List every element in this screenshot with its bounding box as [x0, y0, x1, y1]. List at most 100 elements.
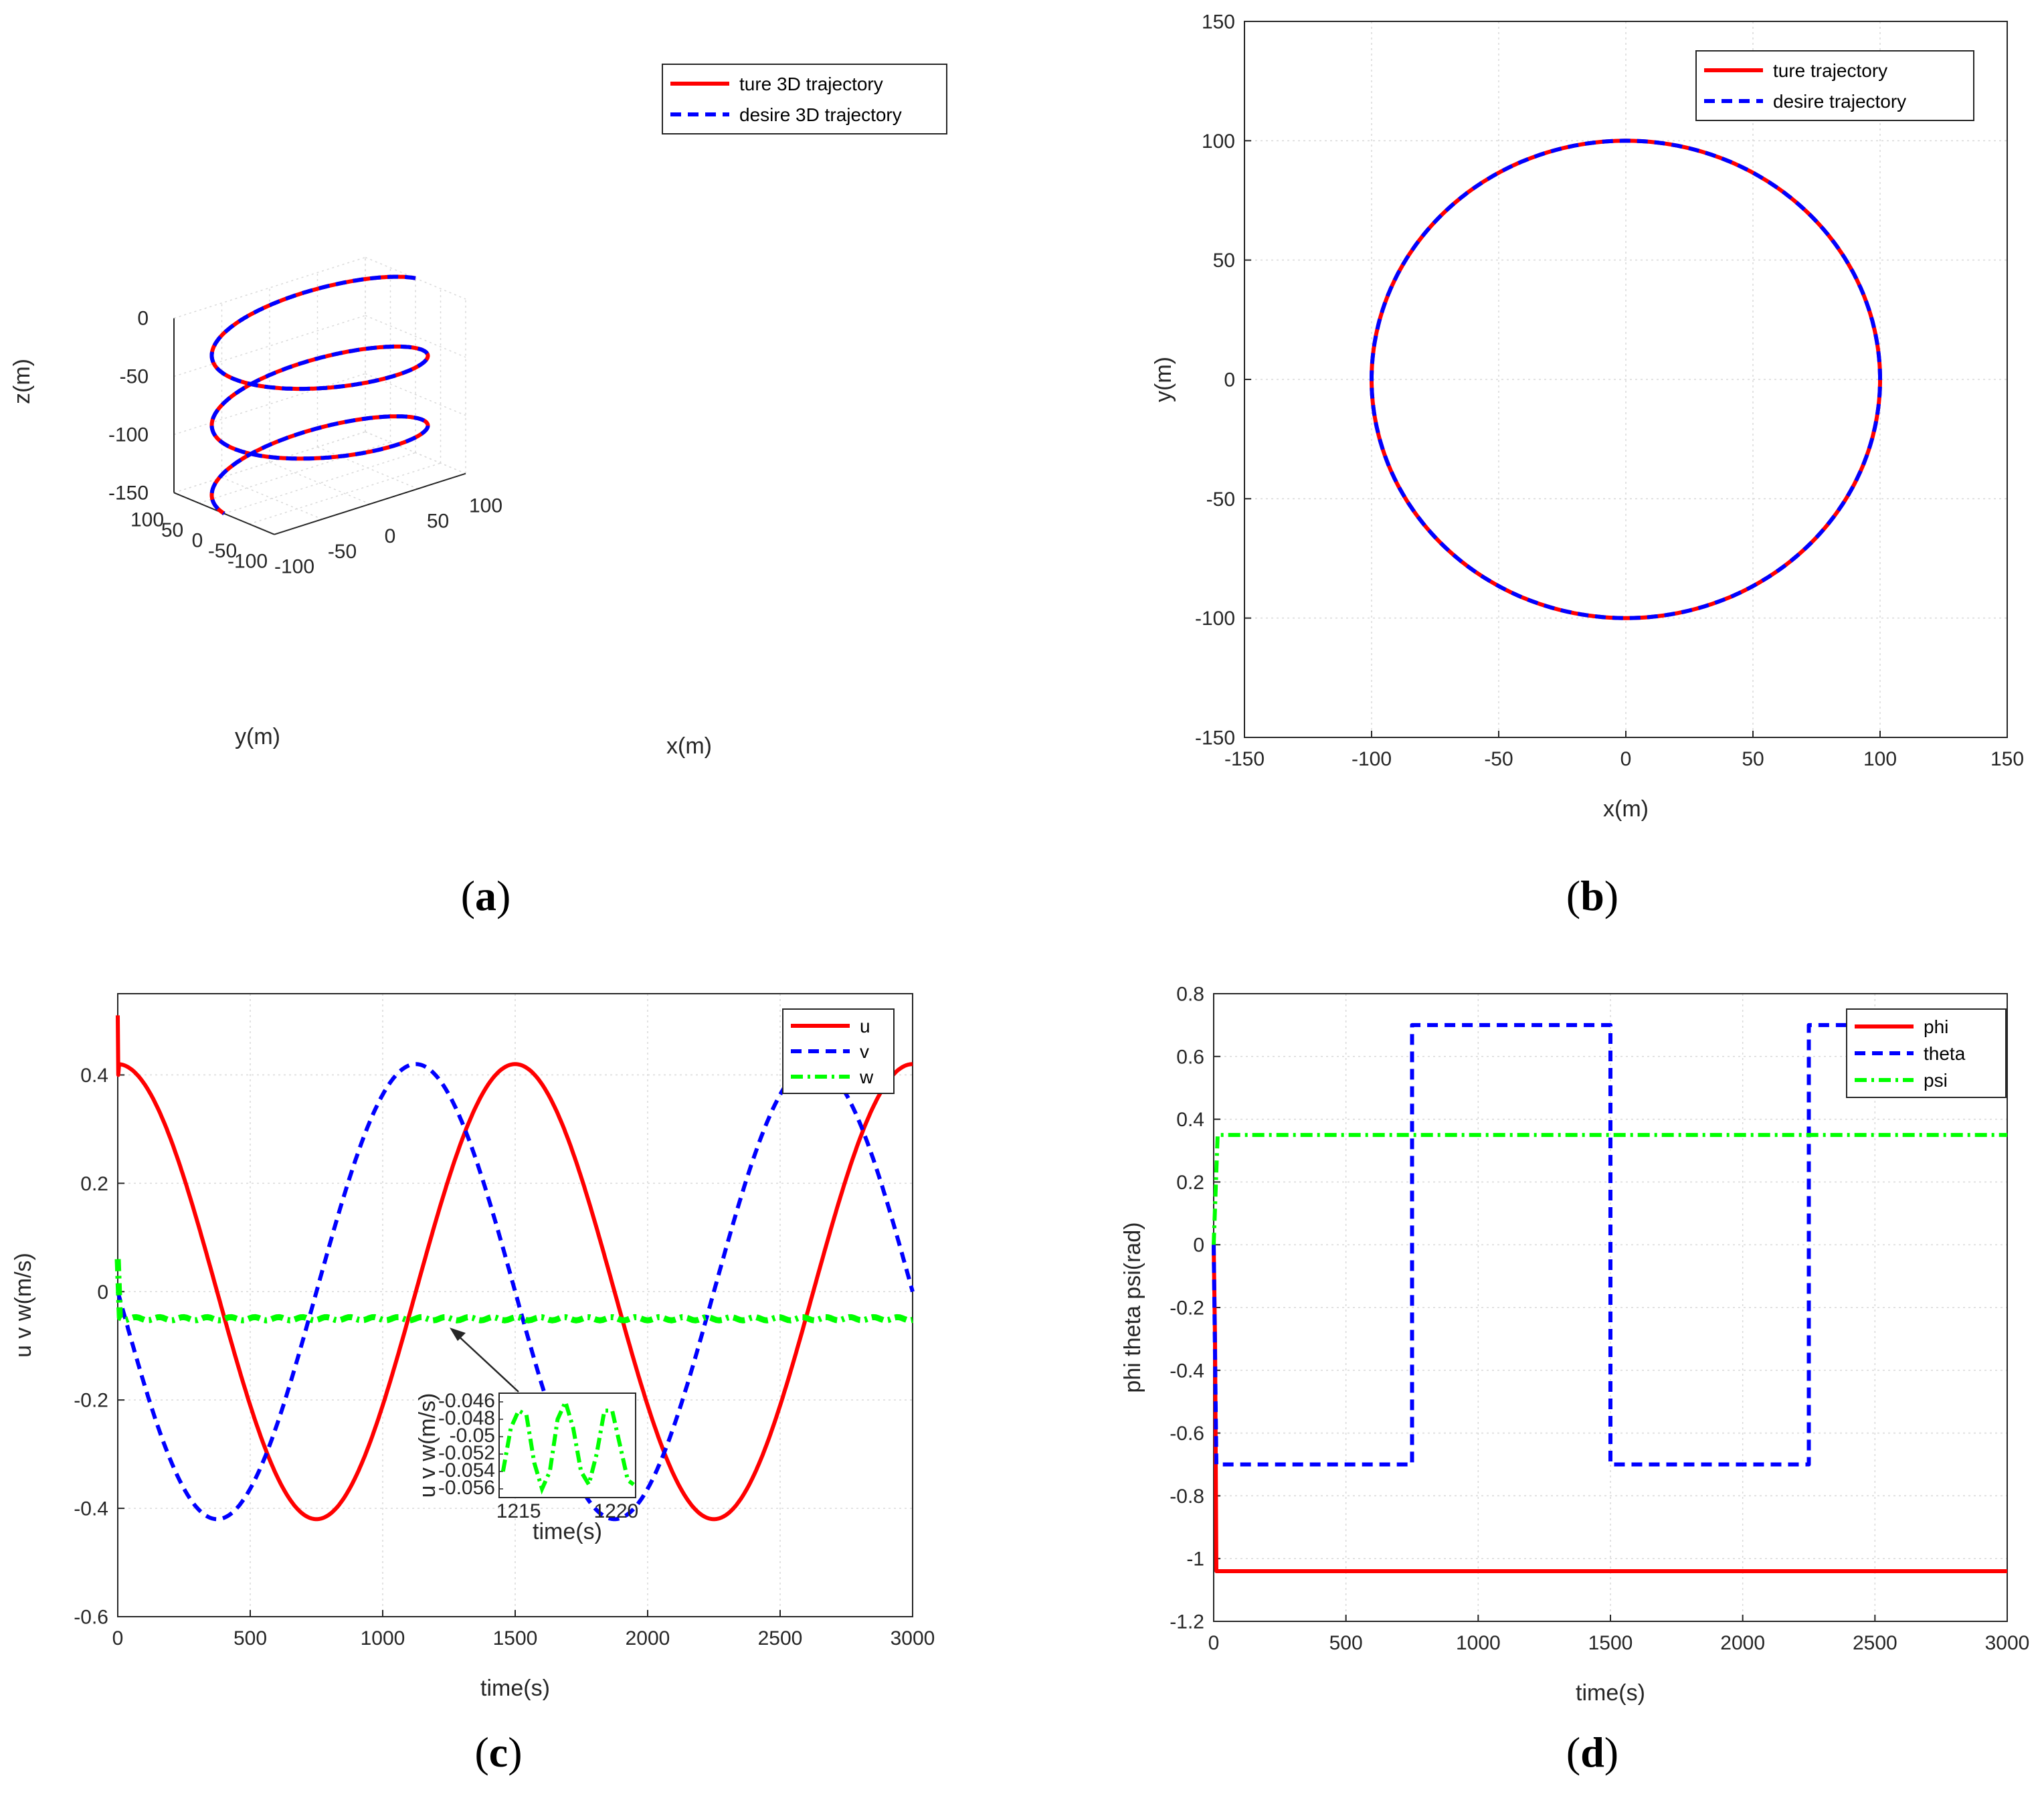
y-axis-label: u v w(m/s): [11, 1253, 36, 1358]
panel-a-3d-trajectory: -100-50050100-100-50050100-150-100-500x(…: [9, 64, 947, 759]
y-tick-label: 50: [1213, 250, 1235, 272]
z-gridline-back: [173, 315, 366, 377]
x-tick-label: 3000: [1985, 1632, 2030, 1654]
x-tick-label: 50: [427, 510, 449, 532]
y-tick-label: -1: [1186, 1548, 1204, 1571]
y-tick-label: 0: [1193, 1235, 1204, 1257]
y-tick-label: -0.2: [74, 1390, 108, 1412]
x-tick-label: 100: [1863, 748, 1897, 770]
panel-d-attitude: 0 500 1000 1500 2000 2500 3000 -1.2 -1 -0.8 -0.6 -0…: [1120, 984, 2029, 1706]
x-tick-label: 1000: [1456, 1632, 1501, 1654]
z-gridline-side: [365, 315, 466, 358]
x-axis-line: [274, 472, 466, 535]
x-axis-label: x(m): [666, 733, 712, 759]
y-tick-label: -0.4: [1170, 1360, 1204, 1382]
x-tick-label: 2000: [626, 1627, 670, 1649]
panel-c-velocity: 0 500 1000 1500 2000 2500 3000 -0.6 -0.4 -0.2 0 0.2…: [11, 993, 935, 1701]
y-tick-label: 100: [1202, 130, 1235, 153]
inset-y-tick-label: -0.056: [438, 1477, 495, 1499]
x-tick-label: -50: [328, 541, 357, 563]
series-line-desire-3D-trajectory: [209, 274, 430, 515]
x-tick-label: 2500: [758, 1627, 803, 1649]
legend-label-ture-3D-trajectory: ture 3D trajectory: [739, 74, 883, 94]
y-tick-label: -0.2: [1170, 1297, 1204, 1320]
y-tick-label: 0.6: [1176, 1046, 1204, 1068]
z-tick-label: -150: [108, 482, 149, 504]
inset-y-tick-label: -0.052: [438, 1442, 495, 1464]
y-tick-label: 0: [192, 530, 203, 552]
series-line-ture-3D-trajectory: [209, 274, 430, 515]
y-tick-label: -0.6: [74, 1607, 108, 1629]
legend-label-theta: theta: [1924, 1043, 1966, 1064]
legend-label-desire-3D-trajectory: desire 3D trajectory: [739, 104, 902, 125]
y-gridline-floor: [249, 462, 441, 525]
y-axis-label: y(m): [235, 724, 280, 749]
y-tick-label: 0.2: [1176, 1172, 1204, 1194]
x-tick-label: 0: [112, 1627, 124, 1649]
y-tick-label: -0.8: [1170, 1486, 1204, 1508]
series-line-u: [116, 1015, 913, 1522]
x-tick-label: 1500: [493, 1627, 538, 1649]
inset-y-tick-label: -0.046: [438, 1390, 495, 1412]
plot-area-frame: [117, 993, 913, 1617]
x-tick-label: 50: [1742, 748, 1764, 770]
legend-label-ture-trajectory: ture trajectory: [1773, 60, 1887, 81]
z-gridline-back: [173, 373, 366, 436]
z-tick-label: -100: [108, 424, 149, 446]
legend-label-u: u: [860, 1016, 870, 1037]
y-gridline-floor: [173, 431, 366, 494]
x-axis-label: time(s): [480, 1676, 550, 1701]
x-tick-label: 1000: [361, 1627, 405, 1649]
z-axis-label: z(m): [9, 359, 35, 404]
plot-area-frame: [1244, 21, 2008, 738]
x-tick-label: -100: [274, 556, 314, 578]
inset-x-axis-label: time(s): [533, 1519, 602, 1544]
legend-label-phi: phi: [1924, 1016, 1948, 1037]
inset-y-axis-label: u v w(m/s): [415, 1393, 440, 1498]
x-axis-label: time(s): [1576, 1680, 1645, 1706]
legend-label-psi: psi: [1924, 1070, 1948, 1091]
legend-label-w: w: [859, 1067, 874, 1087]
y-gridline-floor: [223, 452, 416, 515]
y-tick-label: 150: [1202, 11, 1235, 33]
x-tick-label: 100: [469, 495, 502, 517]
z-gridline-back: [173, 256, 366, 319]
z-tick-label: -50: [120, 366, 149, 388]
series-line-w: [114, 1259, 913, 1324]
y-tick-label: -1.2: [1170, 1611, 1204, 1633]
inset-x-tick-label: 1215: [496, 1500, 541, 1522]
inset-y-tick-label: -0.05: [450, 1425, 495, 1447]
x-tick-label: 1500: [1588, 1632, 1633, 1654]
series-line-psi: [1212, 1133, 2007, 1245]
z-gridline-side: [365, 373, 466, 416]
x-tick-label: -50: [1484, 748, 1513, 770]
y-tick-label: -50: [208, 540, 237, 562]
y-tick-label: 0.8: [1176, 984, 1204, 1006]
caption-b: (b): [1566, 872, 1618, 919]
caption-a: (a): [461, 872, 511, 919]
y-tick-label: 0.4: [80, 1065, 108, 1087]
y-tick-label: -100: [1195, 608, 1235, 630]
x-gridline-floor: [221, 476, 322, 520]
x-tick-label: 2500: [1853, 1632, 1897, 1654]
y-tick-label: -0.4: [74, 1498, 108, 1520]
x-gridline-floor: [269, 462, 371, 505]
legend-box: [1846, 1008, 2007, 1098]
y-tick-label: 0.4: [1176, 1109, 1204, 1131]
x-tick-label: -150: [1224, 748, 1265, 770]
series-line-v: [116, 1062, 915, 1522]
inset-arrow-head: [450, 1328, 466, 1341]
y-tick-label: -150: [1195, 727, 1235, 749]
inset-arrow-line: [453, 1331, 519, 1393]
series-line-theta: [1212, 1022, 2007, 1467]
y-tick-label: 0.2: [80, 1173, 108, 1195]
caption-c: (c): [474, 1728, 522, 1776]
x-tick-label: 500: [1329, 1632, 1363, 1654]
x-axis-label: x(m): [1603, 796, 1649, 822]
legend-label-desire-trajectory: desire trajectory: [1773, 91, 1906, 112]
y-tick-label: -100: [227, 551, 268, 573]
z-tick-label: 0: [137, 308, 149, 330]
x-tick-label: 2000: [1720, 1632, 1765, 1654]
y-tick-label: 0: [1224, 369, 1235, 391]
y-axis-label: y(m): [1151, 357, 1176, 402]
